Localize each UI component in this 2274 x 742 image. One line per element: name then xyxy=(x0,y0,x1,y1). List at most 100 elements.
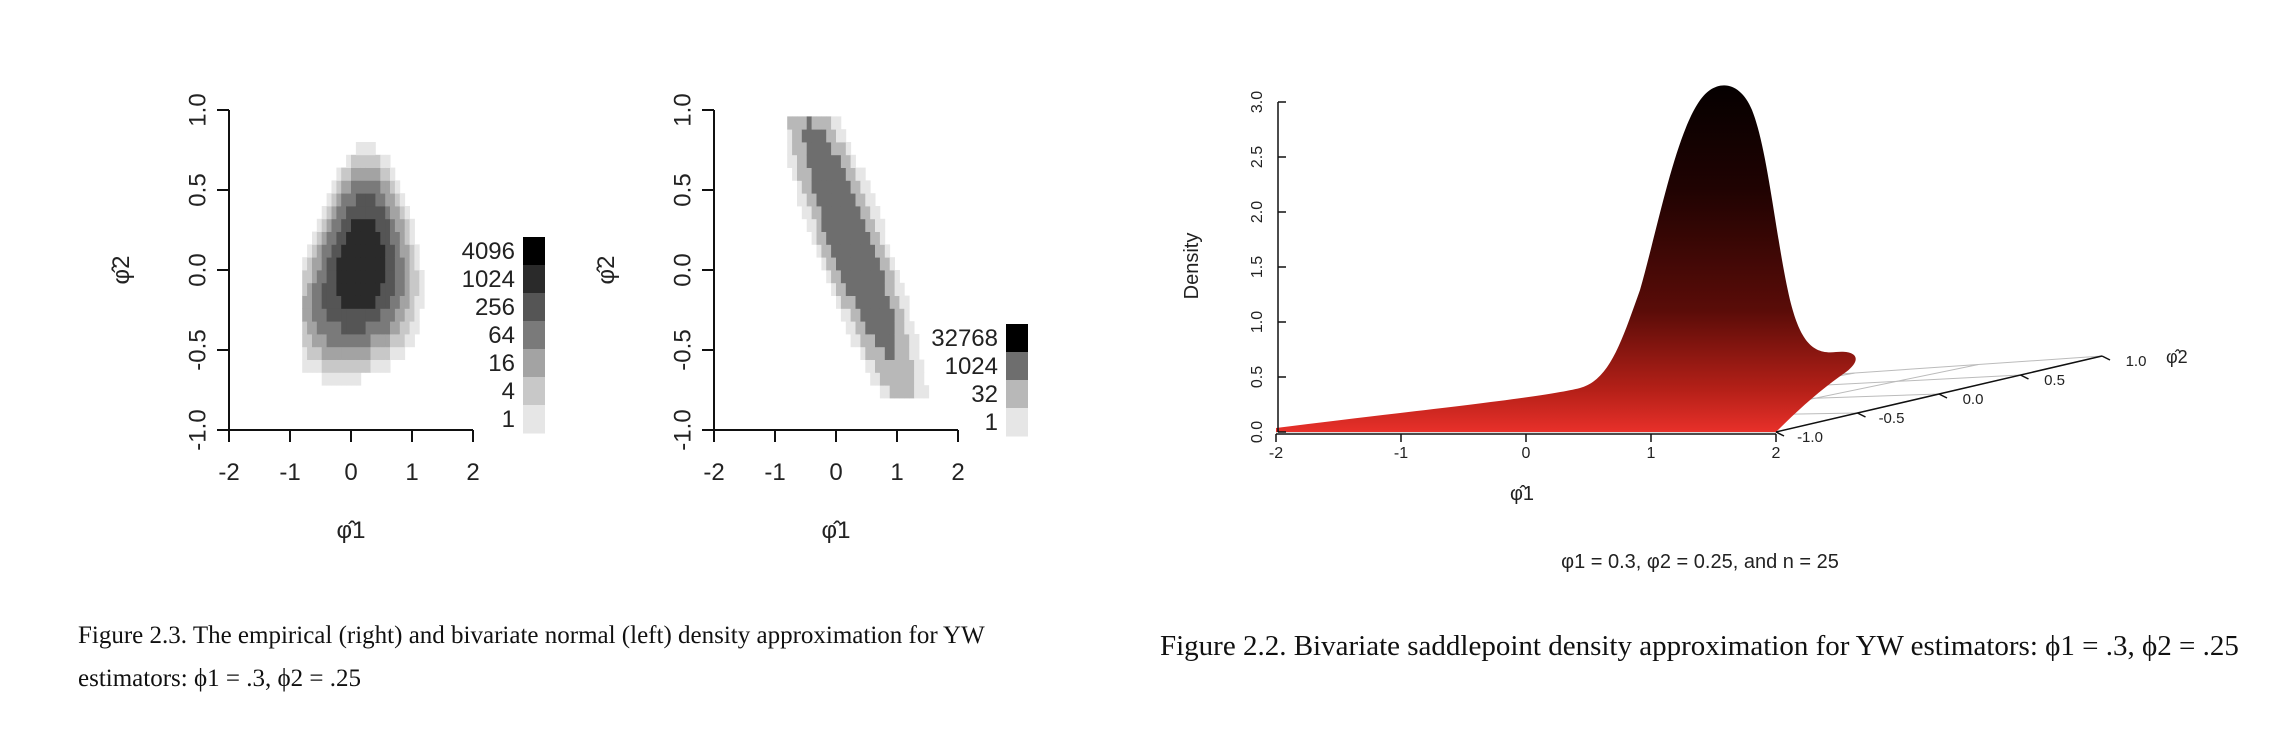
heat-cell xyxy=(351,372,357,386)
x-tick-label: -2 xyxy=(1269,445,1283,462)
heat-cell xyxy=(355,154,362,168)
heat-cell xyxy=(821,116,827,130)
heat-cell xyxy=(811,193,817,207)
heat-cell xyxy=(316,231,323,245)
heat-cell xyxy=(787,142,793,156)
heat-cell xyxy=(904,372,910,386)
heat-cell xyxy=(394,295,401,309)
heat-cell xyxy=(801,116,808,130)
heat-cell xyxy=(797,180,803,194)
heat-cell xyxy=(375,308,381,322)
heat-cell xyxy=(331,295,337,309)
heat-cell xyxy=(365,270,371,284)
figure-caption-right: Figure 2.2. Bivariate saddlepoint densit… xyxy=(1160,630,2239,662)
heat-cell xyxy=(840,231,847,245)
heat-cell xyxy=(346,167,352,181)
heat-cell xyxy=(355,295,362,309)
heat-cell xyxy=(365,167,371,181)
heat-cell xyxy=(855,270,861,284)
heat-cell xyxy=(341,218,347,232)
heat-cell xyxy=(409,257,415,271)
heat-cell xyxy=(845,282,852,296)
heat-cell xyxy=(879,346,886,360)
heat-cell xyxy=(346,231,352,245)
heat-cell xyxy=(394,257,401,271)
heat-cell xyxy=(811,218,817,232)
heat-cell xyxy=(385,321,391,335)
heat-cell xyxy=(336,321,342,335)
heat-cell xyxy=(875,244,881,258)
heat-cell xyxy=(821,180,827,194)
heat-cell xyxy=(351,257,357,271)
heat-cell xyxy=(806,116,812,130)
heat-cell xyxy=(414,282,420,296)
heat-cell xyxy=(380,270,386,284)
heat-cell xyxy=(409,218,415,232)
heat-cell xyxy=(806,218,812,232)
heat-cell xyxy=(336,206,342,220)
heat-cell xyxy=(792,154,798,168)
heat-cell xyxy=(380,244,386,258)
heat-cell xyxy=(375,282,381,296)
heat-cell xyxy=(860,257,866,271)
heat-cell xyxy=(845,257,852,271)
heat-cell xyxy=(346,359,352,373)
heat-cell xyxy=(355,206,362,220)
heat-cell xyxy=(850,167,856,181)
heat-cell xyxy=(850,180,856,194)
heat-cell xyxy=(390,218,396,232)
heat-cell xyxy=(884,321,891,335)
heat-cell xyxy=(390,231,396,245)
surface-subtitle: φ1 = 0.3, φ2 = 0.25, and n = 25 xyxy=(1561,551,1839,573)
heat-cell xyxy=(884,244,891,258)
heat-cell xyxy=(865,346,871,360)
heat-cell xyxy=(831,129,837,143)
heat-cell xyxy=(321,270,327,284)
heat-cell xyxy=(419,295,425,309)
heat-cell xyxy=(801,206,808,220)
heat-cell xyxy=(370,270,376,284)
heat-cell xyxy=(840,218,847,232)
heat-cell xyxy=(321,359,327,373)
heat-cell xyxy=(341,193,347,207)
heat-cell xyxy=(351,282,357,296)
legend-label: 32 xyxy=(971,381,998,408)
y-tick-label: -1.0 xyxy=(184,409,211,450)
heat-cell xyxy=(336,167,342,181)
heat-cell xyxy=(836,218,842,232)
heat-cell xyxy=(860,334,866,348)
heat-cell xyxy=(845,180,852,194)
y-tick-label: 0.0 xyxy=(184,253,211,286)
heat-cell xyxy=(884,308,891,322)
heat-cell xyxy=(385,295,391,309)
heat-cell xyxy=(360,282,367,296)
heat-cell xyxy=(385,218,391,232)
heat-cell xyxy=(321,346,327,360)
heat-cell xyxy=(875,334,881,348)
heat-cell xyxy=(836,231,842,245)
heat-cell xyxy=(302,346,308,360)
heat-cell xyxy=(302,321,308,335)
heat-cell xyxy=(870,308,876,322)
heat-cell xyxy=(904,308,910,322)
heat-cell xyxy=(889,270,895,284)
legend-swatch xyxy=(1006,324,1028,353)
heat-cell xyxy=(840,154,847,168)
heat-cell xyxy=(390,334,396,348)
heat-cell xyxy=(380,231,386,245)
heat-cell xyxy=(821,206,827,220)
x-tick-label: 1 xyxy=(1647,445,1656,462)
heat-cell xyxy=(394,193,401,207)
heat-cell xyxy=(860,282,866,296)
heat-cell xyxy=(826,218,832,232)
heat-cell xyxy=(321,218,327,232)
heat-cell xyxy=(355,270,362,284)
heat-cell xyxy=(326,206,332,220)
heat-cell xyxy=(336,334,342,348)
heat-cell xyxy=(894,295,900,309)
heat-cell xyxy=(889,282,895,296)
y-tick xyxy=(1938,393,1948,399)
heatmap-middle-cells xyxy=(787,116,930,399)
heat-cell xyxy=(336,270,342,284)
heat-cell xyxy=(326,193,332,207)
